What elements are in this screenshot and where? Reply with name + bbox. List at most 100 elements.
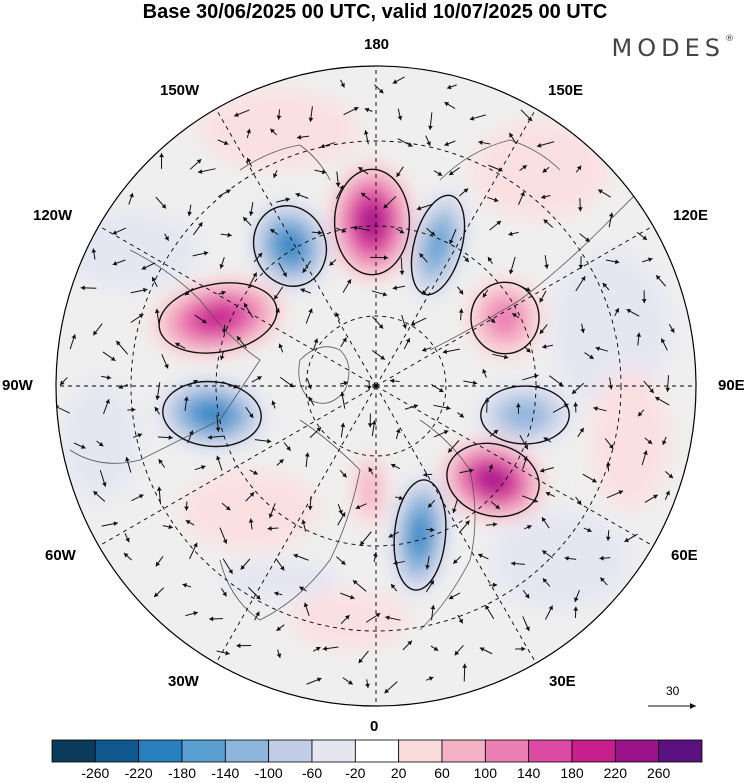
wind-arrow	[335, 171, 341, 187]
wind-arrow	[487, 196, 499, 203]
anomaly-field	[60, 90, 670, 650]
wind-arrow	[342, 278, 352, 293]
wind-arrow	[521, 495, 539, 503]
colorbar-tick-label: -60	[301, 765, 323, 781]
wind-arrow	[130, 313, 144, 323]
wind-arrow	[389, 378, 400, 384]
wind-arrow	[221, 588, 227, 597]
wind-arrow	[248, 201, 254, 216]
wind-arrow	[544, 255, 549, 269]
colorbar-swatch	[484, 739, 530, 763]
wind-arrow	[385, 615, 401, 621]
wind-arrow	[575, 496, 582, 506]
wind-arrow	[605, 530, 611, 541]
wind-arrow	[626, 308, 640, 317]
wind-arrow	[571, 382, 585, 395]
wind-arrow	[254, 438, 272, 444]
weak-anomaly-patch	[200, 90, 360, 170]
lon-label-120w: 120W	[33, 207, 73, 224]
wind-arrow	[234, 109, 250, 117]
wind-arrow	[519, 434, 529, 450]
wind-arrow	[574, 589, 580, 603]
wind-arrow	[599, 577, 608, 586]
colorbar-swatch	[398, 739, 443, 763]
wind-arrow	[313, 646, 321, 652]
wind-arrow	[541, 516, 550, 529]
wind-arrow	[247, 272, 258, 289]
wind-arrow	[308, 106, 314, 122]
wind-arrow	[584, 352, 594, 360]
wind-arrow	[390, 583, 398, 592]
wind-arrow	[360, 192, 371, 201]
wind-arrow	[268, 503, 276, 519]
reference-vector	[648, 703, 696, 709]
wind-arrow	[276, 624, 285, 632]
colorbar-tick-label: -260	[81, 765, 110, 781]
wind-arrow	[548, 375, 564, 387]
colorbar-tick-label: 100	[473, 765, 498, 781]
wind-arrow	[478, 140, 491, 145]
wind-arrow	[368, 467, 374, 475]
modes-logo: MODES®	[611, 34, 734, 62]
lon-label-150w: 150W	[160, 82, 200, 99]
wind-arrow	[489, 220, 502, 231]
wind-arrow	[521, 286, 531, 292]
wind-arrow	[410, 317, 427, 326]
wind-arrow	[248, 518, 254, 530]
wind-arrow	[276, 649, 282, 659]
wind-arrow	[463, 380, 478, 386]
wind-arrow	[487, 315, 496, 324]
wind-arrow	[452, 555, 462, 565]
wind-arrow	[245, 491, 255, 502]
wind-arrow	[488, 464, 494, 473]
colorbar-tick-label: -220	[124, 765, 153, 781]
wind-arrow	[133, 433, 143, 438]
lon-label-150e: 150E	[548, 82, 584, 99]
wind-arrow	[372, 552, 378, 563]
wind-arrow	[175, 342, 186, 349]
wind-arrow	[209, 616, 223, 622]
wind-arrow	[365, 612, 381, 623]
wind-arrow	[371, 420, 377, 437]
wind-arrow	[342, 677, 353, 685]
weak-anomaly-patch	[590, 370, 670, 510]
wind-arrow	[311, 230, 323, 236]
wind-arrow	[606, 490, 624, 499]
wind-arrow	[154, 308, 160, 324]
wind-arrow	[655, 274, 667, 287]
wind-arrow	[511, 561, 525, 567]
wind-arrow	[540, 194, 551, 200]
colorbar-swatch	[51, 739, 96, 763]
wind-arrow	[388, 531, 399, 538]
wind-arrow	[216, 650, 230, 656]
wind-arrow	[390, 463, 401, 470]
wind-arrow	[457, 412, 465, 418]
wind-arrow	[518, 191, 525, 205]
wind-arrow	[582, 473, 597, 483]
wind-arrow	[219, 527, 228, 544]
colorbar-tick-label: -100	[254, 765, 283, 781]
wind-arrow	[644, 437, 653, 445]
wind-arrow	[539, 290, 547, 303]
wind-arrow	[641, 290, 647, 304]
wind-arrow	[654, 396, 670, 406]
positive-center-180	[328, 160, 416, 284]
contour-line	[252, 205, 328, 287]
wind-arrow	[365, 679, 370, 688]
wind-arrow	[158, 458, 166, 468]
wind-arrow	[459, 188, 469, 197]
meridian-line	[98, 385, 377, 547]
wind-arrow	[246, 157, 253, 167]
wind-arrow	[425, 579, 435, 593]
wind-arrow	[304, 452, 310, 468]
wind-arrow	[402, 640, 413, 651]
wind-arrow	[454, 644, 464, 656]
wind-arrow	[220, 232, 232, 238]
wind-arrow	[269, 228, 279, 235]
wind-arrow	[242, 216, 252, 226]
wind-arrow	[522, 590, 530, 599]
colorbar-tick-label: 220	[603, 765, 628, 781]
wind-arrow	[367, 413, 373, 428]
positive-center-60e	[438, 437, 548, 523]
colorbar-tick-label: -20	[345, 765, 366, 781]
